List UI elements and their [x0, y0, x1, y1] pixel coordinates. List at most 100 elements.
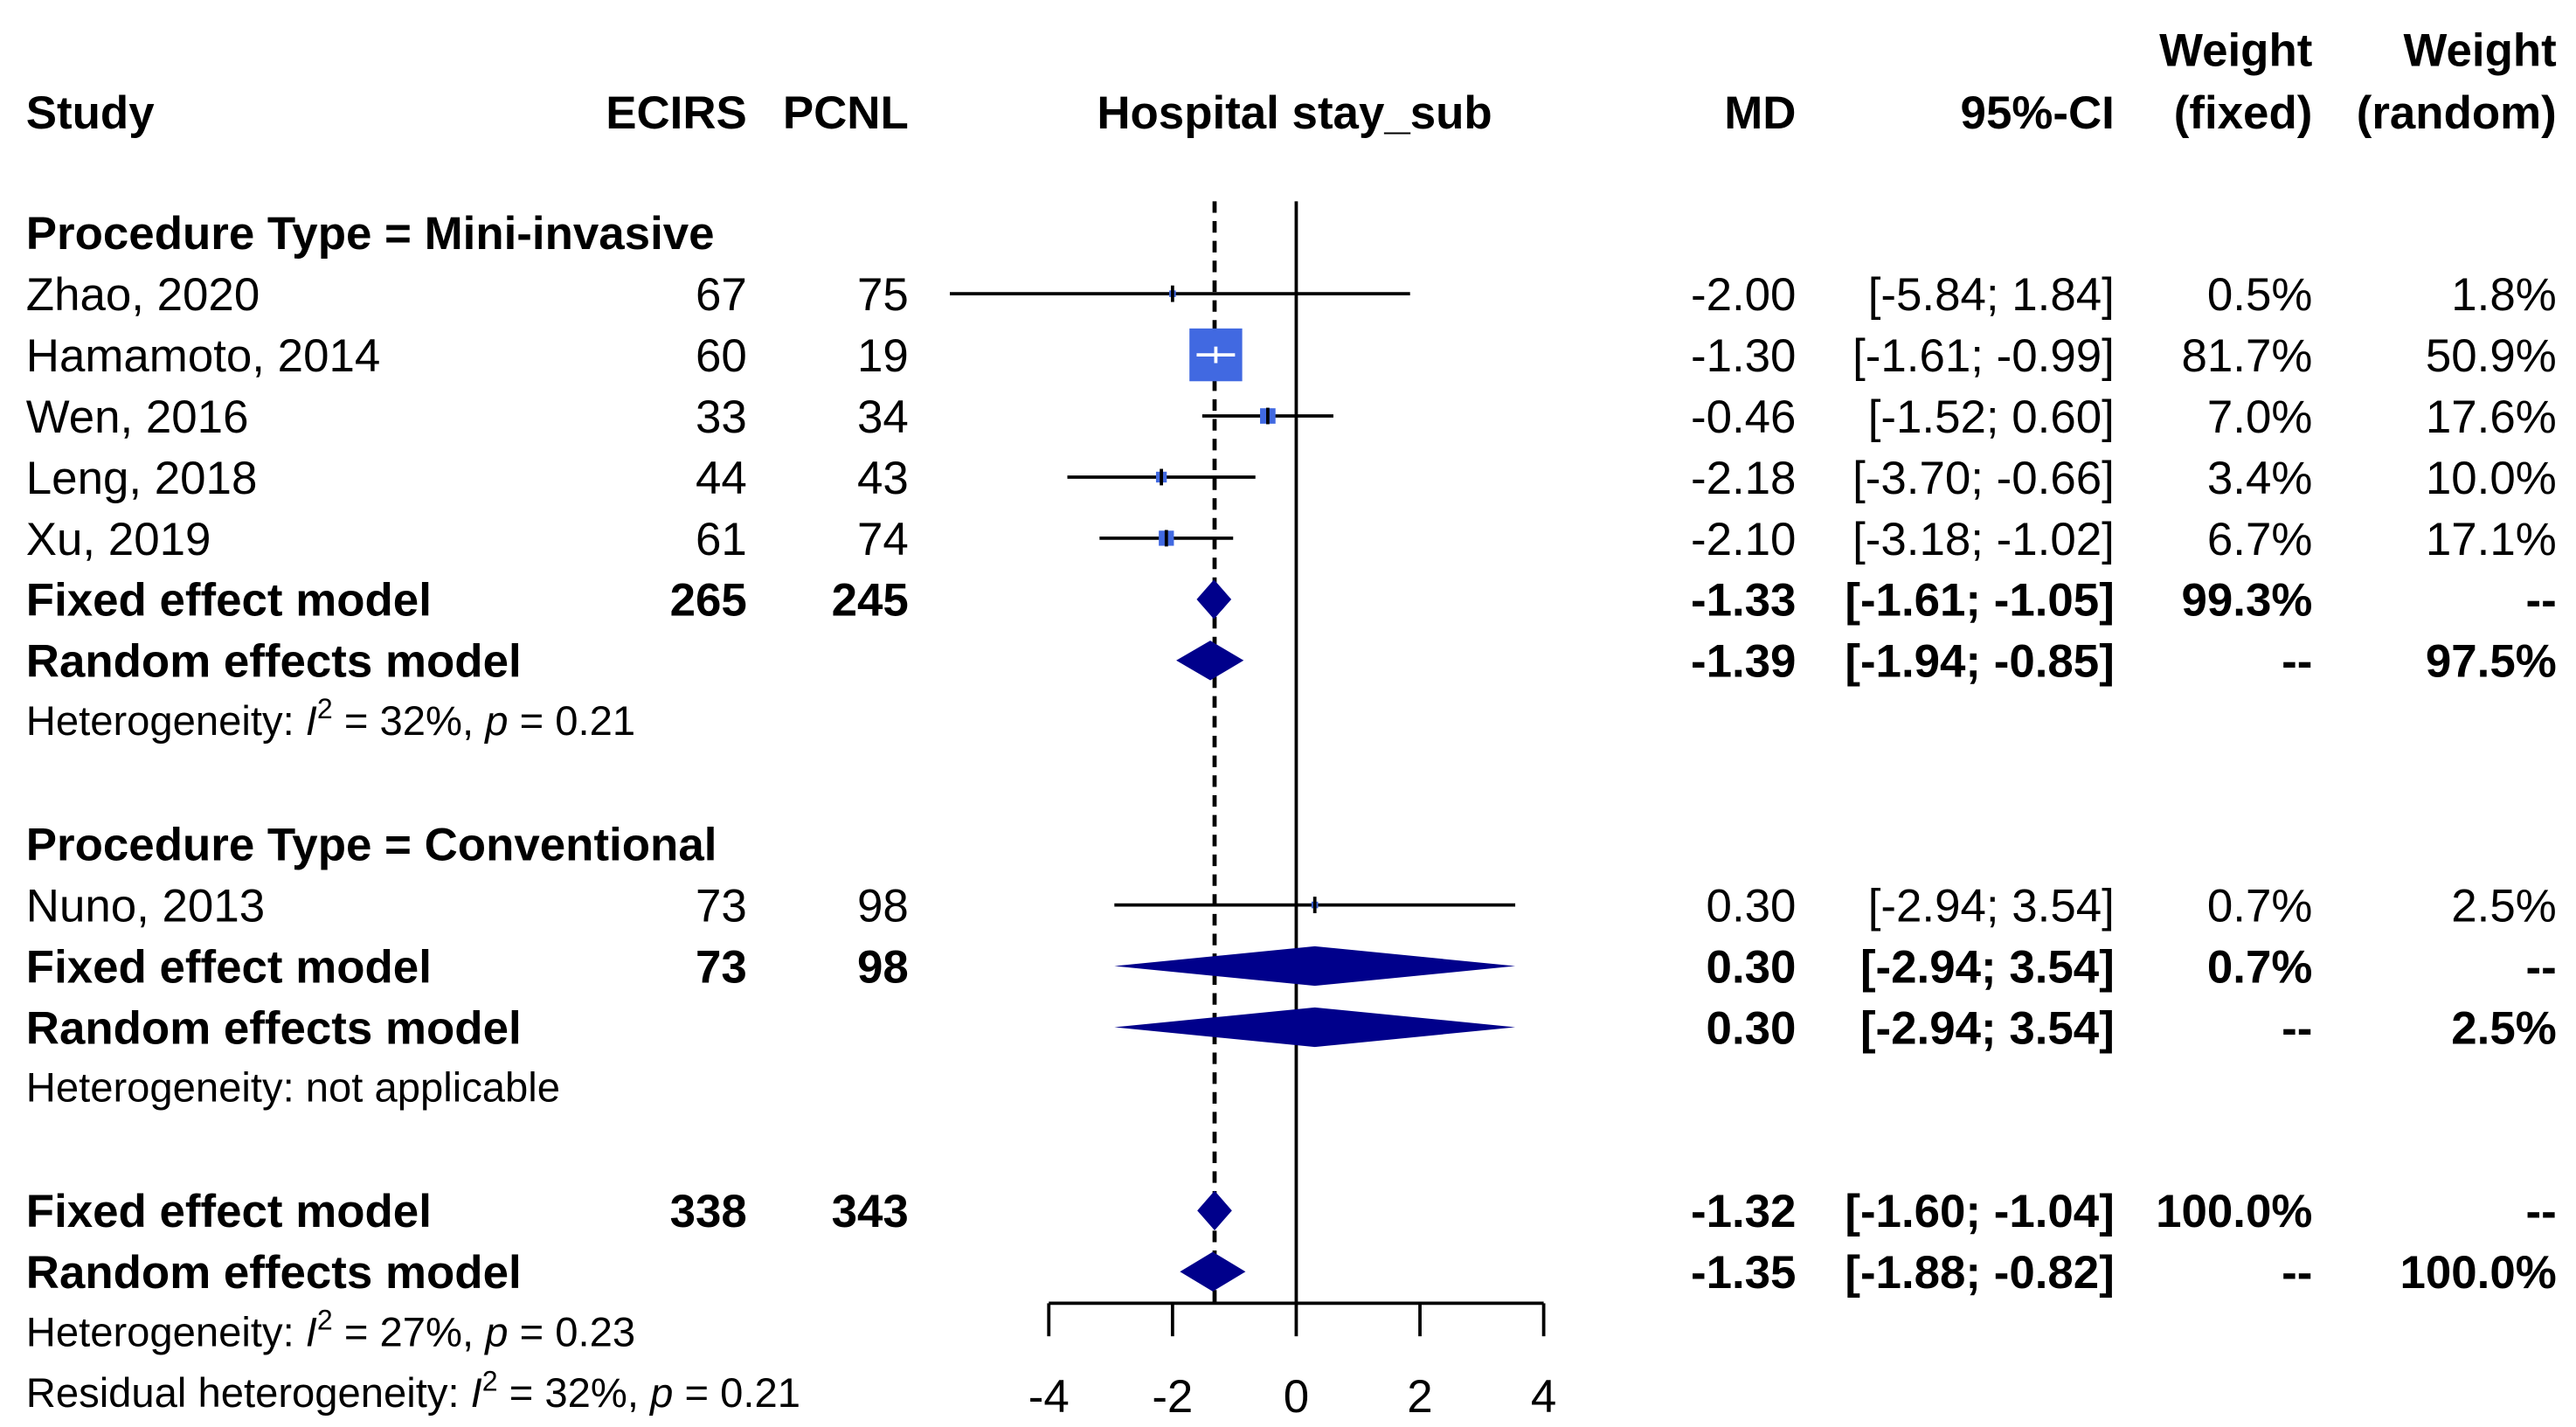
summary-diamond — [1114, 946, 1516, 987]
pcnl-n: 34 — [857, 391, 909, 443]
ci-value: [-1.52; 0.60] — [1868, 391, 2115, 443]
row-study: Hamamoto, 2014 60 19 -1.30 [-1.61; -0.99] 81.… — [26, 328, 2557, 382]
row-random: Random effects model -1.35 [-1.88; -0.82] -… — [26, 1247, 2557, 1299]
het-prefix: Heterogeneity: — [26, 698, 306, 745]
het-prefix: Residual heterogeneity: — [26, 1370, 471, 1417]
header-study: Study — [26, 87, 155, 139]
heterogeneity-text: Heterogeneity: I2 = 32%, p = 0.21 — [26, 693, 635, 745]
md-value: 0.30 — [1707, 880, 1797, 932]
weight-fixed: -- — [2282, 1002, 2312, 1054]
ecirs-n: 265 — [670, 575, 747, 627]
pcnl-n: 43 — [857, 453, 909, 504]
row-study: Wen, 2016 33 34 -0.46 [-1.52; 0.60] 7.0% 17.6% — [26, 391, 2557, 443]
het-post: = 27%, — [333, 1309, 485, 1355]
weight-random: 17.6% — [2426, 391, 2557, 443]
md-value: -1.39 — [1691, 636, 1796, 688]
ecirs-n: 44 — [696, 453, 747, 504]
header-plot-title: Hospital stay_sub — [1097, 87, 1492, 139]
pcnl-n: 74 — [857, 514, 909, 565]
study-label: Zhao, 2020 — [26, 269, 260, 321]
ci-value: [-2.94; 3.54] — [1868, 880, 2115, 932]
x-tick-label: 2 — [1407, 1371, 1432, 1423]
weight-random: 100.0% — [2399, 1247, 2556, 1299]
weight-fixed: 6.7% — [2207, 514, 2312, 565]
summary-diamond — [1197, 1190, 1232, 1230]
weight-fixed: 100.0% — [2156, 1186, 2312, 1237]
weight-fixed: 3.4% — [2207, 453, 2312, 504]
weight-fixed: -- — [2282, 636, 2312, 688]
het-i: I — [471, 1370, 482, 1417]
weight-random: -- — [2526, 575, 2557, 627]
het-p: p — [648, 1370, 673, 1417]
pcnl-n: 343 — [832, 1186, 909, 1237]
het-p: p — [483, 698, 508, 745]
ecirs-n: 338 — [670, 1186, 747, 1237]
het-tail: = 0.21 — [508, 698, 635, 745]
row-random: Random effects model 0.30 [-2.94; 3.54] -- 2… — [26, 1002, 2557, 1054]
x-tick-label: -2 — [1152, 1371, 1193, 1423]
study-label: Leng, 2018 — [26, 453, 258, 504]
row-study: Zhao, 2020 67 75 -2.00 [-5.84; 1.84] 0.5% 1.8% — [26, 269, 2557, 321]
pcnl-n: 98 — [857, 880, 909, 932]
row-fixed: Fixed effect model 265 245 -1.33 [-1.61; -1.… — [26, 575, 2557, 627]
subgroup-label: Procedure Type = Conventional — [26, 820, 717, 871]
het-prefix: Heterogeneity: — [26, 1309, 306, 1355]
row-fixed: Fixed effect model 338 343 -1.32 [-1.60; -1.… — [26, 1186, 2557, 1237]
row-group: Procedure Type = Conventional — [26, 820, 717, 871]
md-value: -1.32 — [1691, 1186, 1796, 1237]
study-label: Random effects model — [26, 1247, 522, 1299]
weight-random: 50.9% — [2426, 330, 2557, 382]
summary-diamond — [1196, 579, 1232, 620]
ecirs-n: 67 — [696, 269, 747, 321]
het-tail: = 0.21 — [673, 1370, 800, 1417]
study-label: Fixed effect model — [26, 941, 432, 993]
header-weight-random-1: Weight — [2404, 25, 2557, 77]
ci-value: [-5.84; 1.84] — [1868, 269, 2115, 321]
x-tick-label: 4 — [1531, 1371, 1556, 1423]
md-value: -1.33 — [1691, 575, 1796, 627]
het-i: I — [306, 698, 317, 745]
het-sup: 2 — [317, 1304, 333, 1335]
weight-random: 2.5% — [2451, 880, 2556, 932]
header-weight-fixed-2: (fixed) — [2174, 87, 2313, 139]
weight-random: -- — [2526, 941, 2557, 993]
study-label: Hamamoto, 2014 — [26, 330, 380, 382]
x-tick-label: 0 — [1284, 1371, 1309, 1423]
pcnl-n: 245 — [832, 575, 909, 627]
study-label: Nuno, 2013 — [26, 880, 265, 932]
ci-value: [-2.94; 3.54] — [1860, 941, 2115, 993]
row-study: Nuno, 2013 73 98 0.30 [-2.94; 3.54] 0.7% 2.5% — [26, 880, 2557, 932]
pcnl-n: 98 — [857, 941, 909, 993]
heterogeneity-text: Residual heterogeneity: I2 = 32%, p = 0.… — [26, 1365, 800, 1417]
ci-value: [-1.88; -0.82] — [1845, 1247, 2114, 1299]
ci-value: [-3.70; -0.66] — [1852, 453, 2115, 504]
weight-random: -- — [2526, 1186, 2557, 1237]
heterogeneity-text: Heterogeneity: not applicable — [26, 1065, 560, 1112]
header: Study ECIRS PCNL Hospital stay_sub MD 95… — [26, 25, 2557, 140]
weight-fixed: 81.7% — [2181, 330, 2312, 382]
pcnl-n: 19 — [857, 330, 909, 382]
header-weight-fixed-1: Weight — [2159, 25, 2312, 77]
ecirs-n: 60 — [696, 330, 747, 382]
md-value: -1.30 — [1691, 330, 1796, 382]
heterogeneity-text: Heterogeneity: I2 = 27%, p = 0.23 — [26, 1304, 635, 1355]
het-post: = 32%, — [333, 698, 485, 745]
header-md: MD — [1724, 87, 1796, 139]
ecirs-n: 73 — [696, 880, 747, 932]
md-value: -2.10 — [1691, 514, 1796, 565]
ci-value: [-2.94; 3.54] — [1860, 1002, 2115, 1054]
md-value: -1.35 — [1691, 1247, 1796, 1299]
study-label: Xu, 2019 — [26, 514, 211, 565]
summary-diamond — [1114, 1007, 1516, 1048]
ci-value: [-1.94; -0.85] — [1845, 636, 2114, 688]
summary-diamond — [1180, 1251, 1246, 1292]
md-value: -2.18 — [1691, 453, 1796, 504]
study-label: Random effects model — [26, 636, 522, 688]
het-p: p — [483, 1309, 508, 1355]
row-random: Random effects model -1.39 [-1.94; -0.85] -… — [26, 636, 2557, 688]
het-sup: 2 — [317, 693, 333, 724]
ci-value: [-1.61; -1.05] — [1845, 575, 2114, 627]
ci-value: [-1.60; -1.04] — [1845, 1186, 2114, 1237]
pcnl-n: 75 — [857, 269, 909, 321]
